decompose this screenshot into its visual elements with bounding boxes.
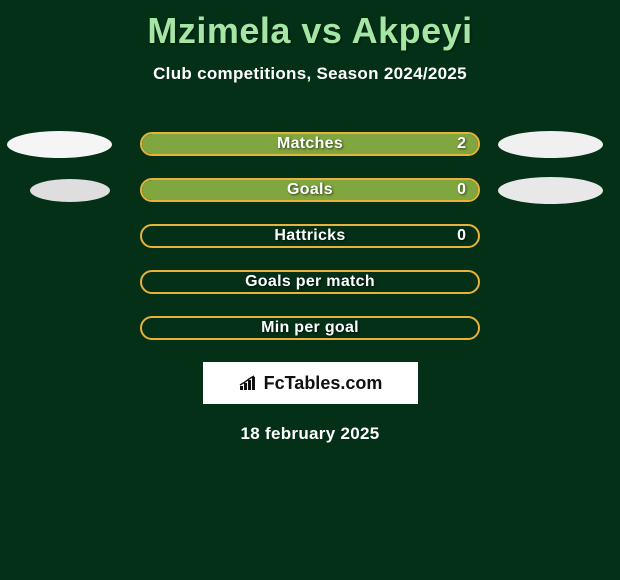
stat-bar: Min per goal (140, 316, 480, 340)
chart-icon (238, 374, 260, 392)
stat-bar: Goals per match (140, 270, 480, 294)
stat-label: Matches (142, 135, 478, 153)
page-subtitle: Club competitions, Season 2024/2025 (0, 64, 620, 84)
stat-value: 0 (457, 227, 466, 245)
date-text: 18 february 2025 (0, 424, 620, 444)
stat-label: Hattricks (142, 227, 478, 245)
stat-row-matches: Matches 2 (0, 132, 620, 156)
stat-label: Goals (142, 181, 478, 199)
stat-row-mpg: Min per goal (0, 316, 620, 340)
stat-bar: Goals 0 (140, 178, 480, 202)
stat-value: 2 (457, 135, 466, 153)
left-ellipse (30, 179, 110, 202)
stat-label: Min per goal (142, 319, 478, 337)
stat-value: 0 (457, 181, 466, 199)
stats-container: Matches 2 Goals 0 Hattricks 0 Goals per … (0, 132, 620, 340)
left-ellipse (7, 131, 112, 158)
right-ellipse (498, 131, 603, 158)
page-title: Mzimela vs Akpeyi (0, 0, 620, 52)
right-ellipse (498, 177, 603, 204)
logo-text: FcTables.com (264, 373, 383, 394)
stat-bar: Matches 2 (140, 132, 480, 156)
logo: FcTables.com (238, 373, 383, 394)
stat-row-goals: Goals 0 (0, 178, 620, 202)
stat-label: Goals per match (142, 273, 478, 291)
stat-row-gpm: Goals per match (0, 270, 620, 294)
stat-row-hattricks: Hattricks 0 (0, 224, 620, 248)
stat-bar: Hattricks 0 (140, 224, 480, 248)
logo-box: FcTables.com (203, 362, 418, 404)
